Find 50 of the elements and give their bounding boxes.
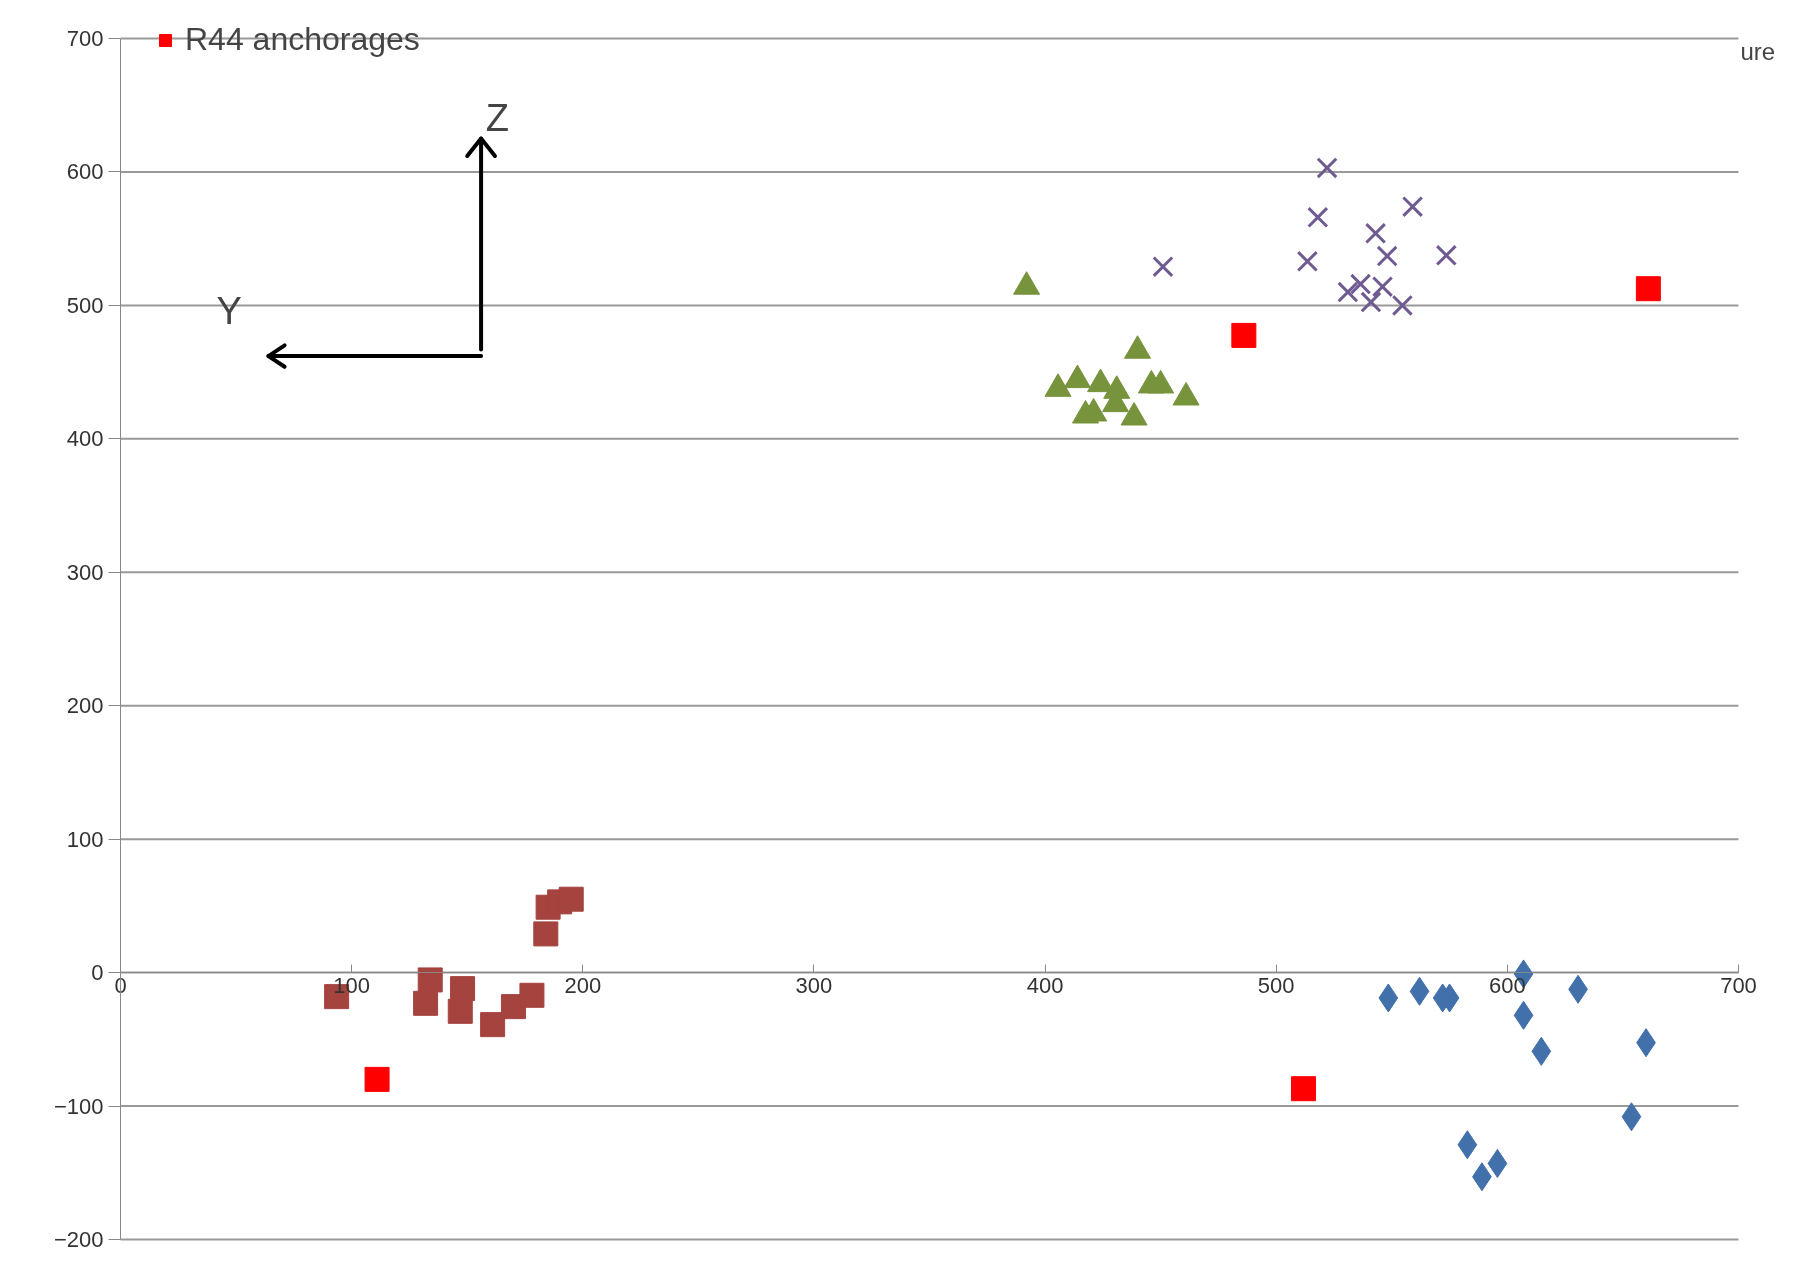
point xyxy=(558,886,584,912)
annotation: Z xyxy=(485,96,509,139)
y-tick-label: 200 xyxy=(66,693,104,719)
point xyxy=(1296,250,1319,273)
y-tick-label: −200 xyxy=(53,1227,104,1252)
annotation: Y xyxy=(216,290,242,333)
legend-label: R44 anchorages xyxy=(185,21,420,58)
y-tick-label: 300 xyxy=(66,559,104,585)
x-tick-label: 600 xyxy=(1489,972,1526,998)
point xyxy=(519,982,545,1008)
x-tick-label: 400 xyxy=(1026,972,1064,998)
y-tick-label: −100 xyxy=(53,1093,104,1119)
x-tick-label: 200 xyxy=(564,972,602,998)
point xyxy=(480,1012,506,1038)
point xyxy=(1376,245,1398,267)
point xyxy=(1290,1076,1316,1102)
text: ure xyxy=(1740,38,1776,66)
x-tick-label: 100 xyxy=(333,972,371,998)
point xyxy=(1152,256,1174,278)
y-tick-label: 400 xyxy=(66,426,104,452)
point xyxy=(447,998,473,1024)
point xyxy=(1457,1130,1478,1160)
point xyxy=(1435,244,1458,267)
y-tick-label: 700 xyxy=(66,26,104,51)
point xyxy=(1337,281,1359,303)
point xyxy=(1378,983,1399,1013)
y-tick-label: 100 xyxy=(66,826,104,852)
point xyxy=(413,990,439,1016)
point xyxy=(1513,1000,1534,1030)
point xyxy=(1360,291,1382,313)
x-tick-label: 700 xyxy=(1720,972,1757,998)
point xyxy=(417,967,443,993)
x-tick-label: 300 xyxy=(795,972,833,998)
point xyxy=(1487,1148,1508,1178)
point xyxy=(1364,222,1387,245)
point xyxy=(1231,322,1257,348)
point xyxy=(364,1066,390,1092)
point xyxy=(1401,195,1424,218)
point xyxy=(450,976,476,1002)
point xyxy=(1635,276,1661,302)
point xyxy=(1391,294,1414,317)
point xyxy=(1409,976,1430,1006)
point xyxy=(1531,1036,1552,1066)
point xyxy=(533,921,559,947)
point xyxy=(1621,1102,1642,1132)
y-tick-label: 600 xyxy=(66,159,104,185)
point xyxy=(1307,206,1329,229)
y-tick-label: 500 xyxy=(66,292,104,318)
x-tick-label: 500 xyxy=(1257,972,1295,998)
point xyxy=(1316,157,1338,179)
